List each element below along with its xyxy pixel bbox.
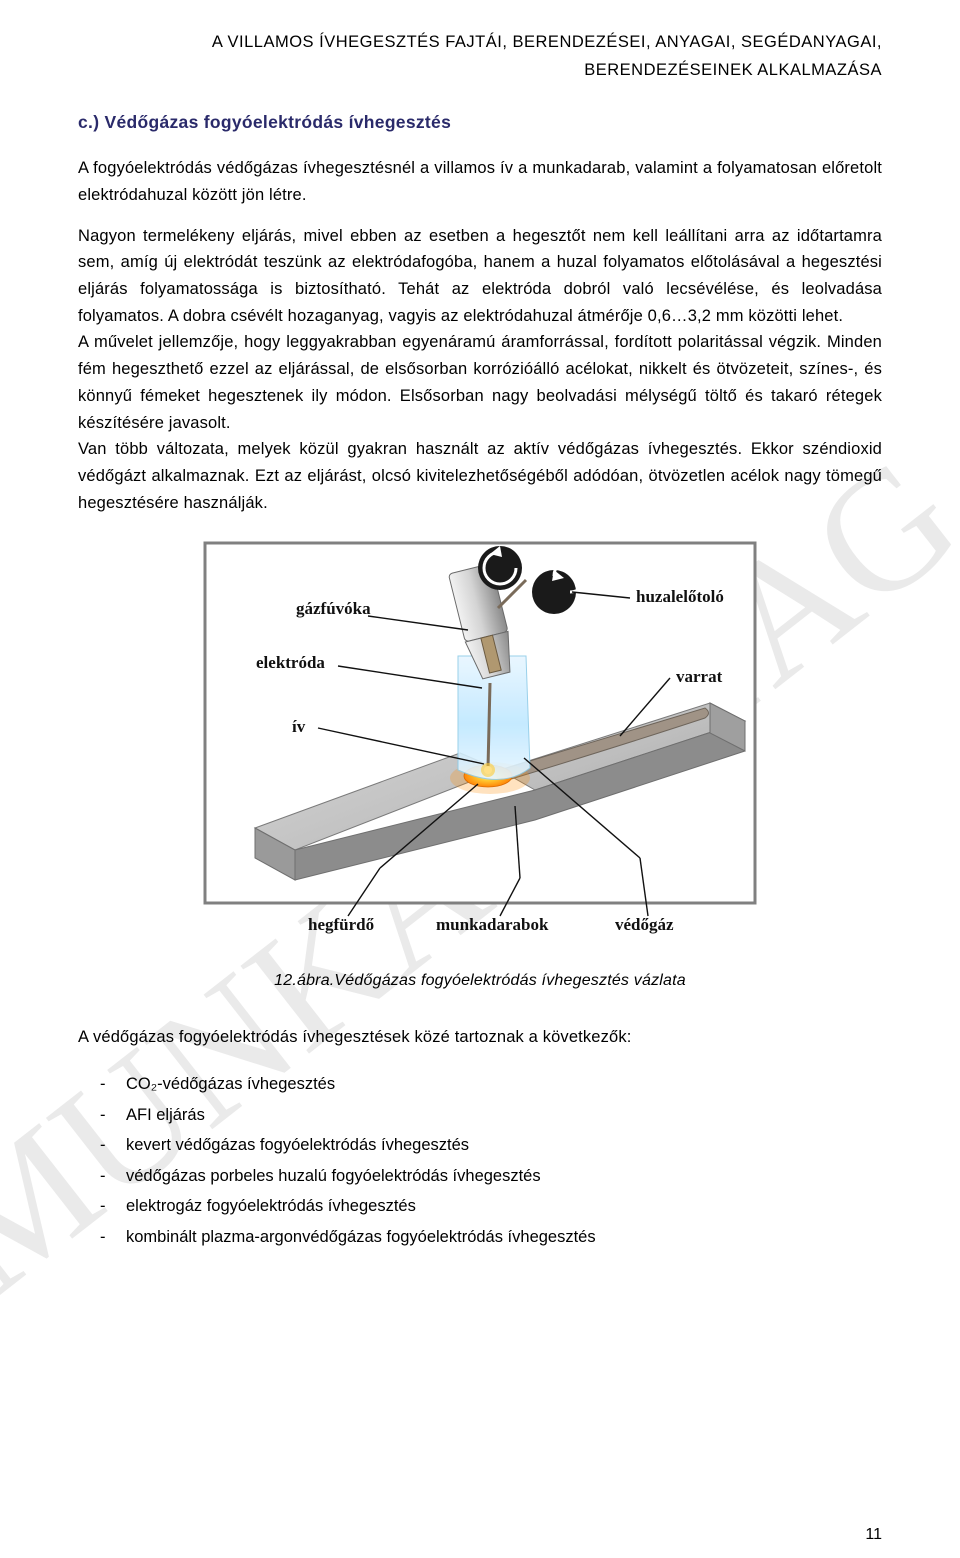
list-item: kombinált plazma-argonvédőgázas fogyóele…: [126, 1222, 882, 1253]
figure-12: gázfúvóka elektróda ív huzalelőtoló varr…: [78, 538, 882, 948]
label-vedogaz: védőgáz: [615, 915, 674, 934]
paragraph-1: A fogyóelektródás védőgázas ívhegesztésn…: [78, 155, 882, 208]
label-hegfurdo: hegfürdő: [308, 915, 375, 934]
section-heading: c.) Védőgázas fogyóelektródás ívhegeszté…: [78, 112, 882, 133]
label-varrat: varrat: [676, 667, 723, 686]
label-munkadarabok: munkadarabok: [436, 915, 549, 934]
paragraph-2: Nagyon termelékeny eljárás, mivel ebben …: [78, 223, 882, 330]
paragraph-4: Van több változata, melyek közül gyakran…: [78, 436, 882, 516]
list-item: CO₂-védőgázas ívhegesztés: [126, 1069, 882, 1100]
label-gazfuvoka: gázfúvóka: [296, 599, 371, 618]
list-item: AFI eljárás: [126, 1100, 882, 1131]
label-iv: ív: [292, 717, 306, 736]
header-line2: BERENDEZÉSEINEK ALKALMAZÁSA: [78, 56, 882, 84]
figure-12-caption: 12.ábra.Védőgázas fogyóelektródás ívhege…: [78, 972, 882, 990]
list-item: elektrogáz fogyóelektródás ívhegesztés: [126, 1191, 882, 1222]
paragraph-3: A művelet jellemzője, hogy leggyakrabban…: [78, 329, 882, 436]
figure-12-svg: gázfúvóka elektróda ív huzalelőtoló varr…: [200, 538, 760, 948]
label-huzalelotolo: huzalelőtoló: [636, 587, 724, 606]
list-item: védőgázas porbeles huzalú fogyóelektródá…: [126, 1161, 882, 1192]
running-header: A VILLAMOS ÍVHEGESZTÉS FAJTÁI, BERENDEZÉ…: [78, 28, 882, 84]
list-intro: A védőgázas fogyóelektródás ívhegesztése…: [78, 1024, 882, 1051]
electrode-wire: [488, 683, 490, 768]
header-line1: A VILLAMOS ÍVHEGESZTÉS FAJTÁI, BERENDEZÉ…: [78, 28, 882, 56]
label-elektroda: elektróda: [256, 653, 325, 672]
page-number: 11: [865, 1526, 882, 1544]
welding-types-list: CO₂-védőgázas ívhegesztés AFI eljárás ke…: [78, 1069, 882, 1252]
list-item: kevert védőgázas fogyóelektródás ívheges…: [126, 1130, 882, 1161]
